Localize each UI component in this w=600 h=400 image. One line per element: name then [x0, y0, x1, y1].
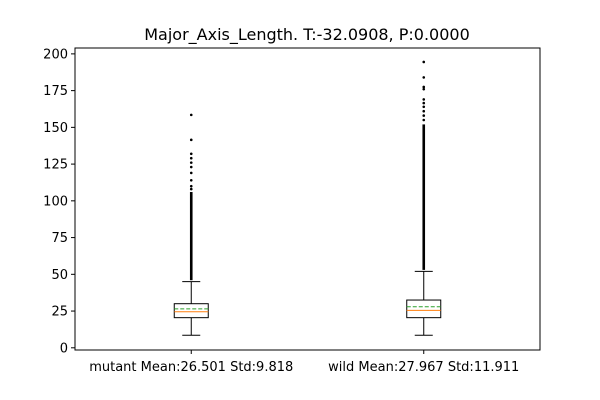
y-tick-label: 0 [60, 341, 68, 356]
outlier-point [422, 101, 426, 105]
plot-area-frame [74, 47, 541, 351]
outlier-point [189, 171, 193, 175]
outlier-point [422, 87, 426, 91]
y-tick-label: 175 [43, 84, 68, 99]
outlier-point [189, 187, 193, 191]
chart-title: Major_Axis_Length. T:-32.0908, P:0.0000 [144, 25, 470, 45]
outlier-point [189, 161, 193, 164]
iqr-box [173, 303, 209, 319]
y-tick-label: 150 [43, 121, 68, 136]
outlier-point [189, 184, 193, 188]
x-tick-label: mutant Mean:26.501 Std:9.818 [89, 360, 293, 375]
x-tick-label: wild Mean:27.967 Std:11.911 [328, 360, 519, 375]
outlier-point [422, 109, 426, 113]
outlier-point [422, 114, 426, 117]
outlier-point [189, 138, 193, 142]
outlier-point [189, 113, 193, 117]
outlier-point [422, 85, 426, 89]
outlier-dense-column [422, 124, 426, 270]
boxes-group [173, 60, 442, 336]
y-axis: 0 25 50 75 100 125 150 175 200 [43, 47, 75, 356]
y-tick-label: 200 [43, 47, 68, 62]
iqr-box [406, 299, 442, 319]
y-tick-label: 125 [43, 158, 68, 173]
outlier-point [422, 98, 426, 101]
x-axis: mutant Mean:26.501 Std:9.818 wild Mean:27… [89, 350, 519, 375]
outlier-point [189, 152, 193, 156]
y-tick-label: 25 [51, 305, 68, 320]
outlier-point [422, 105, 426, 109]
outlier-point [422, 118, 426, 122]
outlier-point [189, 165, 193, 169]
box-wild [406, 60, 442, 336]
y-tick-label: 50 [51, 268, 68, 283]
outlier-point [189, 178, 193, 182]
outlier-dense-column [189, 192, 193, 281]
y-tick-label: 75 [51, 231, 68, 246]
outlier-point [422, 76, 426, 79]
outlier-point [422, 60, 426, 64]
outlier-point [189, 156, 193, 160]
box-mutant [173, 113, 209, 336]
y-tick-label: 100 [43, 194, 68, 209]
